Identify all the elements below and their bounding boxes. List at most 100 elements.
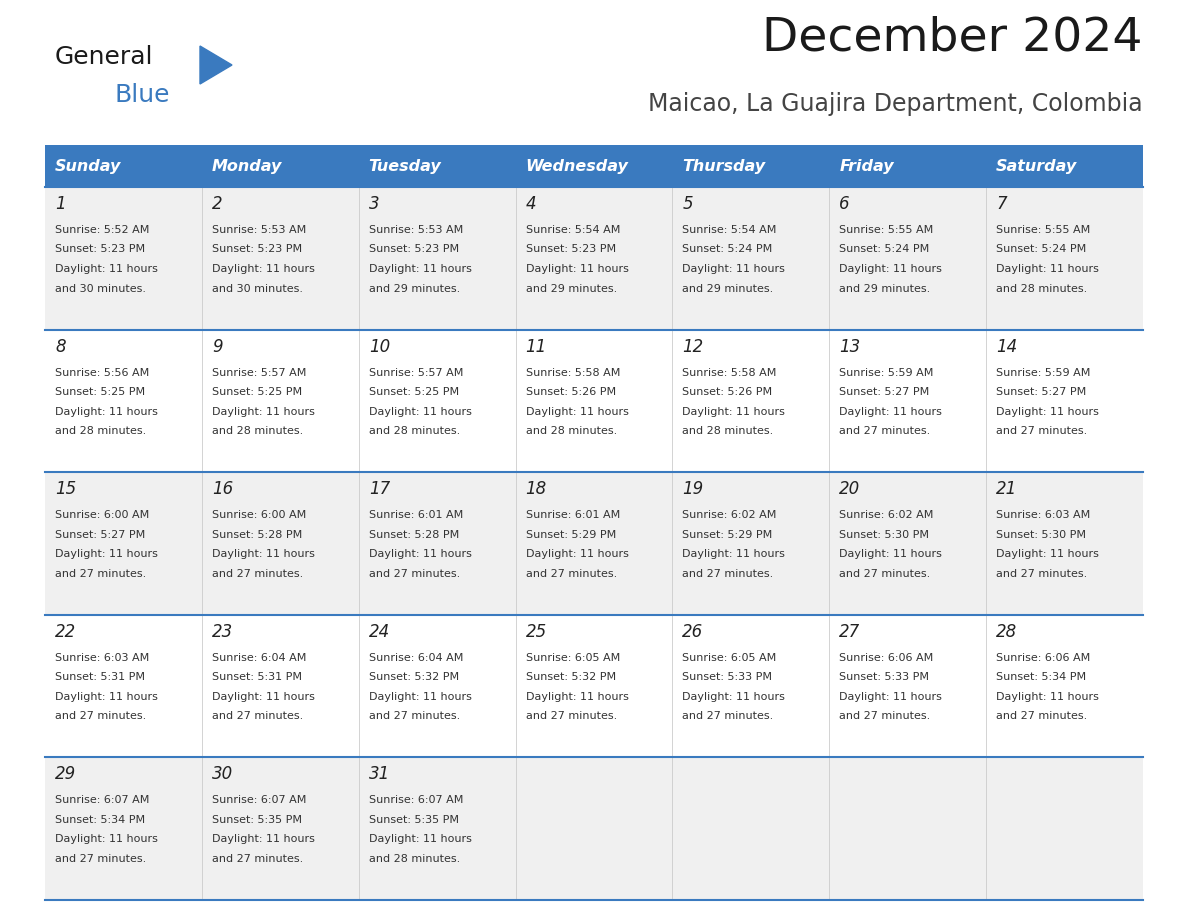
Text: Daylight: 11 hours: Daylight: 11 hours	[368, 549, 472, 559]
Text: Sunset: 5:23 PM: Sunset: 5:23 PM	[211, 244, 302, 254]
Text: and 28 minutes.: and 28 minutes.	[997, 284, 1087, 294]
FancyBboxPatch shape	[45, 615, 1143, 757]
Text: Sunset: 5:23 PM: Sunset: 5:23 PM	[368, 244, 459, 254]
Text: General: General	[55, 45, 153, 69]
Text: Daylight: 11 hours: Daylight: 11 hours	[682, 549, 785, 559]
Text: 19: 19	[682, 480, 703, 498]
Text: Sunrise: 6:02 AM: Sunrise: 6:02 AM	[839, 510, 934, 521]
FancyBboxPatch shape	[45, 757, 1143, 900]
Text: Sunset: 5:28 PM: Sunset: 5:28 PM	[368, 530, 459, 540]
Text: 15: 15	[55, 480, 76, 498]
Text: and 27 minutes.: and 27 minutes.	[525, 711, 617, 722]
Text: Sunset: 5:35 PM: Sunset: 5:35 PM	[211, 815, 302, 825]
Text: Daylight: 11 hours: Daylight: 11 hours	[525, 407, 628, 417]
Text: Daylight: 11 hours: Daylight: 11 hours	[55, 834, 158, 845]
Text: Monday: Monday	[211, 159, 283, 174]
Text: Sunset: 5:35 PM: Sunset: 5:35 PM	[368, 815, 459, 825]
Text: Sunrise: 5:58 AM: Sunrise: 5:58 AM	[682, 367, 777, 377]
Text: Sunset: 5:34 PM: Sunset: 5:34 PM	[997, 672, 1086, 682]
Text: and 29 minutes.: and 29 minutes.	[839, 284, 930, 294]
Text: Sunset: 5:29 PM: Sunset: 5:29 PM	[525, 530, 615, 540]
Text: Sunrise: 6:01 AM: Sunrise: 6:01 AM	[368, 510, 463, 521]
Text: Daylight: 11 hours: Daylight: 11 hours	[211, 692, 315, 701]
Text: Sunset: 5:28 PM: Sunset: 5:28 PM	[211, 530, 302, 540]
Text: 7: 7	[997, 195, 1006, 213]
Text: Daylight: 11 hours: Daylight: 11 hours	[368, 692, 472, 701]
Text: 26: 26	[682, 622, 703, 641]
Text: 4: 4	[525, 195, 536, 213]
Text: Sunset: 5:25 PM: Sunset: 5:25 PM	[211, 387, 302, 397]
Text: and 27 minutes.: and 27 minutes.	[368, 711, 460, 722]
Text: Sunset: 5:24 PM: Sunset: 5:24 PM	[839, 244, 929, 254]
Polygon shape	[200, 46, 232, 84]
Text: Sunset: 5:27 PM: Sunset: 5:27 PM	[839, 387, 929, 397]
Text: Sunrise: 6:04 AM: Sunrise: 6:04 AM	[368, 653, 463, 663]
Text: and 27 minutes.: and 27 minutes.	[839, 568, 930, 578]
Text: 14: 14	[997, 338, 1017, 355]
Text: and 28 minutes.: and 28 minutes.	[525, 426, 617, 436]
Text: and 30 minutes.: and 30 minutes.	[211, 284, 303, 294]
Text: Sunrise: 6:03 AM: Sunrise: 6:03 AM	[55, 653, 150, 663]
Text: Wednesday: Wednesday	[525, 159, 628, 174]
FancyBboxPatch shape	[45, 187, 1143, 330]
Text: 1: 1	[55, 195, 65, 213]
Text: Daylight: 11 hours: Daylight: 11 hours	[55, 264, 158, 274]
Text: and 28 minutes.: and 28 minutes.	[211, 426, 303, 436]
Text: Daylight: 11 hours: Daylight: 11 hours	[211, 407, 315, 417]
Text: and 27 minutes.: and 27 minutes.	[55, 568, 146, 578]
Text: and 27 minutes.: and 27 minutes.	[211, 854, 303, 864]
Text: Sunrise: 5:57 AM: Sunrise: 5:57 AM	[211, 367, 307, 377]
Text: Sunrise: 5:58 AM: Sunrise: 5:58 AM	[525, 367, 620, 377]
Text: Sunrise: 5:56 AM: Sunrise: 5:56 AM	[55, 367, 150, 377]
Text: Sunrise: 6:06 AM: Sunrise: 6:06 AM	[997, 653, 1091, 663]
Text: Daylight: 11 hours: Daylight: 11 hours	[55, 407, 158, 417]
Text: Daylight: 11 hours: Daylight: 11 hours	[55, 692, 158, 701]
Text: and 29 minutes.: and 29 minutes.	[682, 284, 773, 294]
Text: 23: 23	[211, 622, 233, 641]
Text: Sunrise: 6:05 AM: Sunrise: 6:05 AM	[682, 653, 777, 663]
Text: 18: 18	[525, 480, 546, 498]
Text: Sunset: 5:25 PM: Sunset: 5:25 PM	[368, 387, 459, 397]
Text: 8: 8	[55, 338, 65, 355]
Text: Daylight: 11 hours: Daylight: 11 hours	[997, 407, 1099, 417]
FancyBboxPatch shape	[45, 330, 1143, 472]
Text: Sunset: 5:26 PM: Sunset: 5:26 PM	[525, 387, 615, 397]
Text: Sunrise: 5:59 AM: Sunrise: 5:59 AM	[997, 367, 1091, 377]
Text: 20: 20	[839, 480, 860, 498]
Text: and 28 minutes.: and 28 minutes.	[368, 426, 460, 436]
Text: and 27 minutes.: and 27 minutes.	[55, 711, 146, 722]
Text: 11: 11	[525, 338, 546, 355]
Text: Sunrise: 6:00 AM: Sunrise: 6:00 AM	[55, 510, 150, 521]
Text: 31: 31	[368, 766, 390, 783]
Text: 12: 12	[682, 338, 703, 355]
Text: Daylight: 11 hours: Daylight: 11 hours	[55, 549, 158, 559]
Text: Sunset: 5:23 PM: Sunset: 5:23 PM	[55, 244, 145, 254]
Text: Sunrise: 5:59 AM: Sunrise: 5:59 AM	[839, 367, 934, 377]
Text: Sunset: 5:31 PM: Sunset: 5:31 PM	[211, 672, 302, 682]
Text: Daylight: 11 hours: Daylight: 11 hours	[525, 264, 628, 274]
Text: and 27 minutes.: and 27 minutes.	[839, 426, 930, 436]
Text: Thursday: Thursday	[682, 159, 765, 174]
Text: and 27 minutes.: and 27 minutes.	[839, 711, 930, 722]
Text: Daylight: 11 hours: Daylight: 11 hours	[997, 549, 1099, 559]
Text: and 27 minutes.: and 27 minutes.	[368, 568, 460, 578]
Text: Daylight: 11 hours: Daylight: 11 hours	[839, 407, 942, 417]
Text: and 29 minutes.: and 29 minutes.	[525, 284, 617, 294]
Text: 24: 24	[368, 622, 390, 641]
Text: Daylight: 11 hours: Daylight: 11 hours	[682, 407, 785, 417]
Text: December 2024: December 2024	[763, 15, 1143, 60]
Text: 17: 17	[368, 480, 390, 498]
Text: and 27 minutes.: and 27 minutes.	[997, 711, 1087, 722]
Text: Daylight: 11 hours: Daylight: 11 hours	[211, 549, 315, 559]
Text: and 28 minutes.: and 28 minutes.	[368, 854, 460, 864]
Text: Daylight: 11 hours: Daylight: 11 hours	[839, 264, 942, 274]
Text: 25: 25	[525, 622, 546, 641]
Text: Sunset: 5:30 PM: Sunset: 5:30 PM	[839, 530, 929, 540]
Text: Sunrise: 6:04 AM: Sunrise: 6:04 AM	[211, 653, 307, 663]
Text: 22: 22	[55, 622, 76, 641]
Text: Daylight: 11 hours: Daylight: 11 hours	[839, 692, 942, 701]
Text: Daylight: 11 hours: Daylight: 11 hours	[682, 692, 785, 701]
Text: 29: 29	[55, 766, 76, 783]
Text: Sunset: 5:33 PM: Sunset: 5:33 PM	[682, 672, 772, 682]
Text: Sunset: 5:31 PM: Sunset: 5:31 PM	[55, 672, 145, 682]
